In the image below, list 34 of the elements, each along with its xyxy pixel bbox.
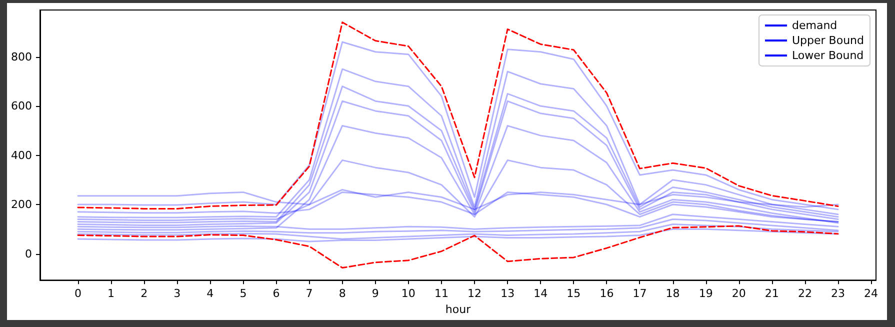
x-tick-label: 8 [338, 287, 346, 300]
x-tick-label: 0 [74, 287, 82, 300]
x-tick-label: 13 [500, 287, 515, 300]
x-tick-label: 21 [764, 287, 779, 300]
x-tick-label: 18 [666, 287, 680, 300]
y-tick-label: 400 [11, 148, 32, 162]
x-tick-label: 7 [306, 287, 313, 300]
y-tick-label: 800 [11, 50, 32, 64]
legend-label: Lower Bound [792, 49, 864, 62]
x-tick-label: 22 [798, 287, 812, 300]
x-tick-label: 24 [864, 287, 878, 300]
x-tick-label: 3 [174, 287, 181, 300]
y-tick-label: 0 [25, 247, 32, 260]
legend-label: demand [792, 19, 838, 32]
legend-label: Upper Bound [792, 34, 864, 47]
x-tick-label: 15 [566, 287, 581, 300]
x-tick-label: 12 [468, 287, 482, 300]
x-tick-label: 23 [831, 287, 845, 300]
x-tick-label: 4 [206, 287, 214, 300]
x-tick-label: 5 [240, 287, 247, 300]
x-axis-title: hour [445, 303, 472, 316]
x-tick-label: 14 [534, 287, 548, 300]
x-tick-label: 19 [698, 287, 713, 300]
x-tick-label: 20 [732, 287, 746, 300]
x-tick-label: 10 [401, 287, 416, 300]
x-tick-label: 6 [272, 287, 280, 300]
x-tick-label: 9 [372, 287, 379, 300]
y-tick-label: 600 [11, 100, 32, 113]
x-tick-label: 17 [632, 287, 647, 300]
x-tick-label: 11 [434, 287, 448, 300]
x-tick-label: 2 [140, 287, 148, 300]
x-tick-label: 1 [108, 287, 115, 300]
x-tick-label: 16 [600, 287, 614, 300]
y-tick-label: 200 [11, 198, 32, 212]
